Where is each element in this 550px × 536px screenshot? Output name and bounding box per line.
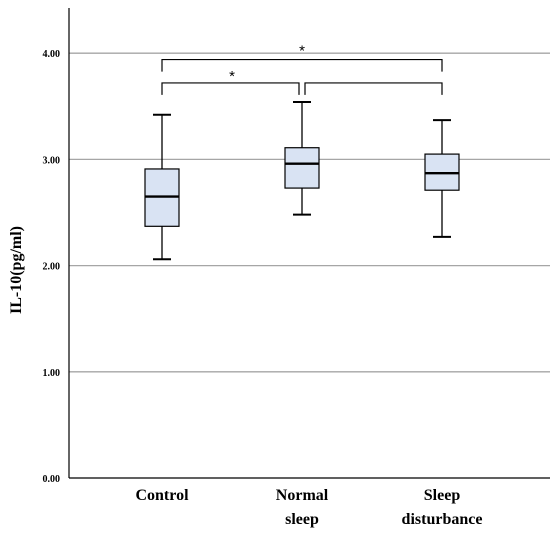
x-category-label: Control	[135, 487, 189, 504]
y-tick-label: 4.00	[43, 49, 61, 60]
y-tick-label: 2.00	[43, 262, 61, 273]
x-category-label: disturbance	[402, 511, 483, 528]
significance-bracket: *	[161, 43, 443, 72]
y-tick-label: 3.00	[43, 155, 61, 166]
box-sleep-disturbance	[424, 119, 460, 238]
iqr-box	[284, 147, 320, 189]
y-tick-labels: 0.00 1.00 2.00 3.00 4.00	[43, 49, 61, 485]
bracket-line	[161, 58, 443, 72]
y-tick-label: 0.00	[43, 474, 61, 485]
bracket-left	[161, 82, 300, 95]
x-category-labels: Control Normal sleep Sleep disturbance	[135, 487, 482, 528]
bracket-right	[304, 82, 443, 95]
box-control	[144, 113, 180, 261]
box-normal-sleep	[284, 101, 320, 216]
y-tick-label: 1.00	[43, 368, 61, 379]
x-category-label: Normal	[276, 487, 329, 504]
boxes	[144, 101, 460, 261]
significance-star: *	[299, 43, 305, 60]
gridlines	[69, 52, 550, 373]
y-axis-title: IL-10(pg/ml)	[8, 226, 25, 314]
x-category-label: sleep	[285, 511, 319, 528]
significance-bracket: *	[161, 68, 443, 95]
significance-star: *	[229, 68, 235, 85]
x-category-label: Sleep	[424, 487, 461, 504]
axes	[68, 8, 550, 479]
significance-brackets: **	[161, 43, 443, 95]
